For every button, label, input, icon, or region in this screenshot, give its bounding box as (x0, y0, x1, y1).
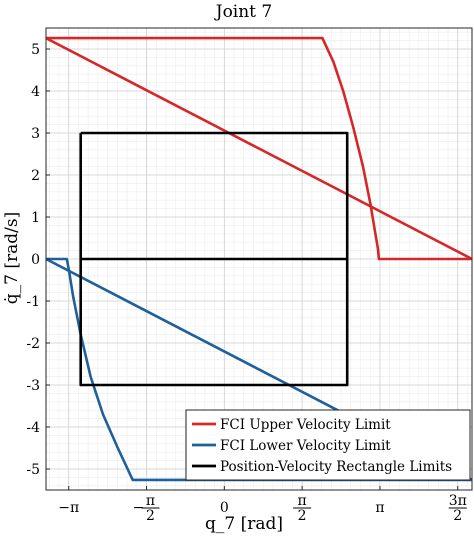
y-tick-label: -4 (26, 420, 40, 436)
x-tick-label-numerator: π (146, 493, 155, 509)
series-line-position-velocity-rectangle-limits (79, 131, 349, 387)
x-tick-label-numerator: 3π (449, 493, 467, 509)
y-tick-label: 4 (31, 84, 40, 100)
legend-label: Position-Velocity Rectangle Limits (220, 459, 452, 475)
y-tick-label: 5 (31, 42, 40, 58)
legend-box (185, 409, 471, 481)
chart-title: Joint 7 (214, 2, 273, 22)
x-tick-label: 0 (220, 500, 229, 516)
series-layer (45, 36, 473, 482)
legend: FCI Upper Velocity Limit FCI Lower Veloci… (185, 409, 471, 481)
x-ticks: −π − π2 0 π2 π 3π2 (58, 486, 467, 524)
x-tick-label-numerator: π (298, 493, 307, 509)
y-tick-label: -2 (26, 336, 40, 352)
y-tick-label: 2 (31, 168, 40, 184)
y-tick-label: 1 (31, 210, 40, 226)
y-axis-label: q̇_7 [rad/s] (2, 212, 22, 304)
x-axis-label: q_7 [rad] (205, 514, 283, 534)
x-tick-label-sign: − (133, 500, 145, 516)
x-tick-label: −π (58, 500, 79, 516)
y-ticks: 5 4 3 2 1 0 -1 -2 -3 -4 -5 (26, 42, 50, 478)
x-tick-label-denominator: 2 (146, 508, 155, 524)
x-tick-label-denominator: 2 (298, 508, 307, 524)
y-tick-label: -1 (26, 294, 40, 310)
x-tick-label: π2 (293, 493, 312, 524)
y-tick-label: 0 (31, 252, 40, 268)
y-tick-label: -3 (26, 378, 40, 394)
series-line-fci-lower-velocity-limit (46, 257, 472, 482)
x-tick-label: 3π2 (449, 493, 467, 524)
x-tick-label-denominator: 2 (453, 508, 462, 524)
x-tick-label: π (375, 500, 384, 516)
x-tick-label: − π2 (133, 493, 160, 524)
y-tick-label: -5 (26, 462, 40, 478)
y-tick-label: 3 (31, 126, 40, 142)
series-line-fci-upper-velocity-limit-diagonal (45, 36, 473, 261)
legend-label: FCI Lower Velocity Limit (220, 438, 391, 454)
legend-label: FCI Upper Velocity Limit (220, 417, 391, 433)
series-line-fci-upper-velocity-limit (46, 36, 472, 261)
